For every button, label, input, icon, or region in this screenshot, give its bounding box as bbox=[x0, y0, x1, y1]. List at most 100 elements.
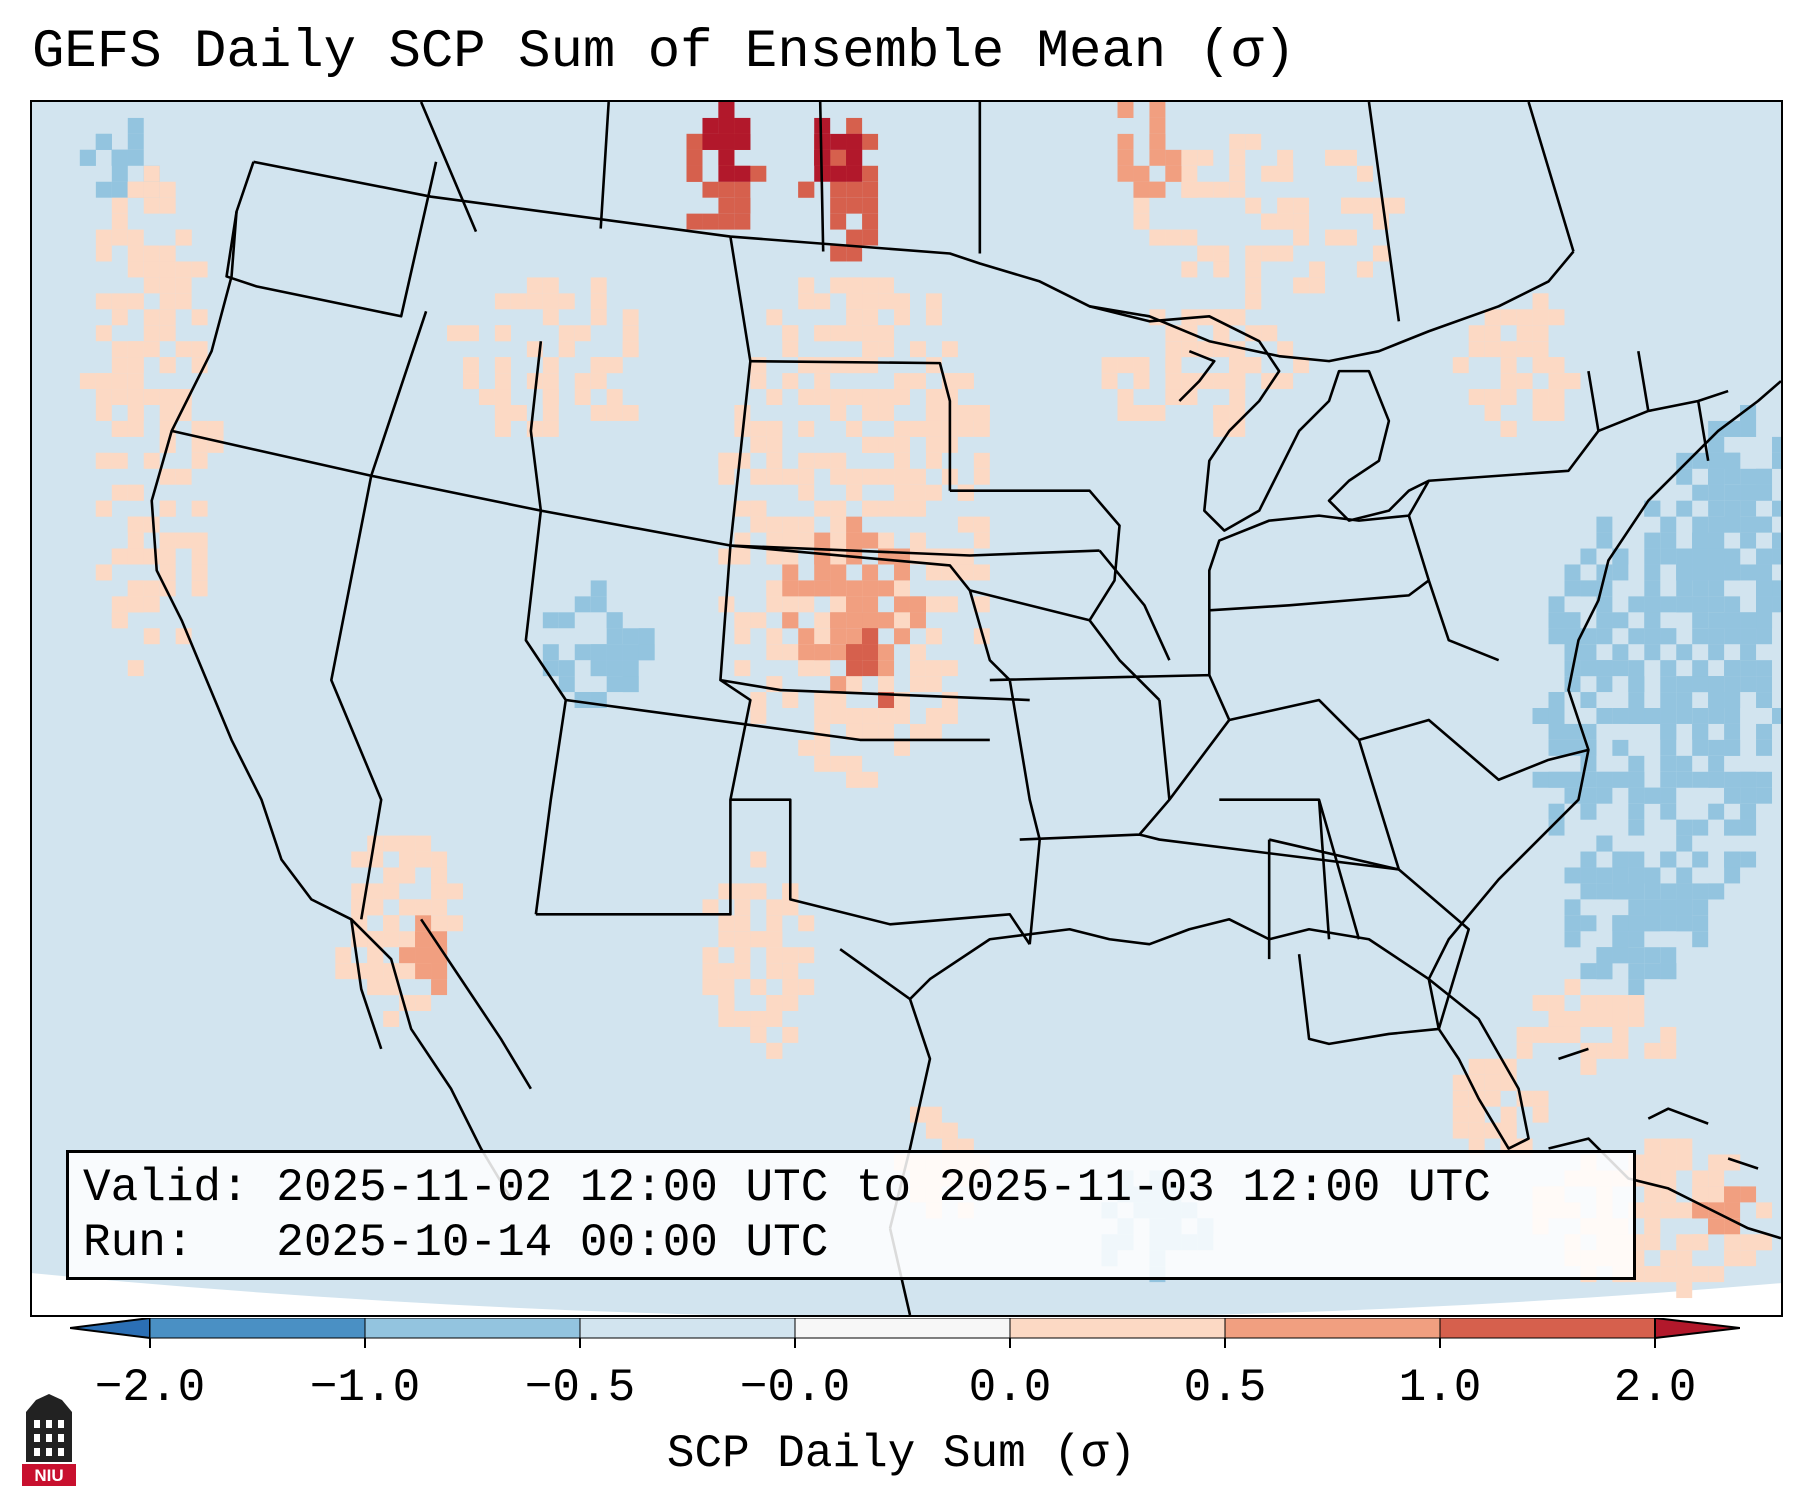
anomaly-cell bbox=[1564, 1026, 1581, 1043]
anomaly-cell bbox=[878, 277, 895, 294]
anomaly-cell bbox=[1644, 867, 1661, 884]
anomaly-cell bbox=[1500, 341, 1517, 358]
anomaly-cell bbox=[750, 373, 767, 390]
anomaly-cell bbox=[447, 883, 464, 900]
anomaly-cell bbox=[606, 405, 623, 421]
anomaly-cell bbox=[1692, 612, 1709, 629]
colorbar-bin-5 bbox=[1009, 1318, 1226, 1339]
anomaly-cell bbox=[862, 708, 879, 724]
anomaly-cell bbox=[1149, 229, 1166, 246]
anomaly-cell bbox=[766, 309, 783, 326]
anomaly-cell bbox=[415, 931, 432, 948]
anomaly-cell bbox=[431, 915, 448, 932]
anomaly-cell bbox=[734, 452, 751, 469]
anomaly-cell bbox=[542, 277, 559, 294]
anomaly-cell bbox=[734, 899, 751, 916]
anomaly-cell bbox=[798, 915, 815, 932]
anomaly-cell bbox=[1644, 947, 1661, 964]
anomaly-cell bbox=[1580, 755, 1597, 772]
anomaly-cell bbox=[909, 676, 926, 693]
anomaly-cell bbox=[431, 979, 448, 996]
anomaly-cell bbox=[798, 628, 815, 645]
anomaly-cell bbox=[1181, 149, 1198, 166]
anomaly-cell bbox=[1692, 628, 1709, 645]
anomaly-cell bbox=[111, 197, 128, 214]
anomaly-cell bbox=[1676, 548, 1693, 565]
anomaly-cell bbox=[447, 915, 464, 932]
anomaly-cell bbox=[846, 293, 863, 310]
anomaly-cell bbox=[1692, 532, 1709, 549]
anomaly-cell bbox=[1724, 723, 1741, 740]
anomaly-cell bbox=[798, 580, 815, 597]
anomaly-cell bbox=[1740, 771, 1757, 788]
anomaly-cell bbox=[1532, 405, 1549, 421]
anomaly-cell bbox=[1708, 500, 1725, 517]
anomaly-cell bbox=[1772, 548, 1781, 565]
anomaly-cell bbox=[1101, 373, 1118, 390]
anomaly-cell bbox=[750, 516, 767, 533]
anomaly-cell bbox=[846, 516, 863, 533]
anomaly-cell bbox=[1500, 373, 1517, 390]
anomaly-cell bbox=[383, 883, 400, 900]
anomaly-cell bbox=[1245, 197, 1262, 214]
anomaly-cell bbox=[862, 213, 879, 230]
anomaly-cell bbox=[1532, 293, 1549, 310]
anomaly-cell bbox=[1724, 1234, 1741, 1251]
anomaly-cell bbox=[1452, 1106, 1469, 1123]
anomaly-cell bbox=[606, 676, 623, 693]
anomaly-cell bbox=[383, 931, 400, 948]
anomaly-cell bbox=[159, 181, 176, 198]
scp-map bbox=[32, 102, 1781, 1315]
anomaly-cell bbox=[143, 181, 160, 198]
anomaly-cell bbox=[1740, 484, 1757, 501]
anomaly-cell bbox=[1756, 596, 1773, 613]
anomaly-cell bbox=[111, 309, 128, 326]
anomaly-cell bbox=[798, 596, 815, 613]
anomaly-cell bbox=[925, 1106, 942, 1123]
anomaly-cell bbox=[1101, 357, 1118, 374]
anomaly-cell bbox=[1756, 739, 1773, 756]
anomaly-cell bbox=[1133, 181, 1150, 198]
anomaly-cell bbox=[830, 596, 847, 613]
anomaly-cell bbox=[814, 452, 831, 469]
anomaly-cell bbox=[846, 596, 863, 613]
gulf-coast-line bbox=[909, 918, 1530, 1150]
anomaly-cell bbox=[862, 468, 879, 485]
anomaly-cell bbox=[159, 197, 176, 214]
anomaly-cell bbox=[830, 133, 847, 150]
anomaly-cell bbox=[1277, 341, 1294, 358]
anomaly-cell bbox=[1628, 883, 1645, 900]
anomaly-cell bbox=[814, 357, 831, 374]
anomaly-cell bbox=[766, 644, 783, 661]
anomaly-cell bbox=[1229, 165, 1246, 182]
anomaly-cell bbox=[1708, 676, 1725, 693]
anomaly-cell bbox=[542, 373, 559, 390]
anomaly-cell bbox=[1532, 1090, 1549, 1107]
anomaly-cell bbox=[862, 644, 879, 661]
anomaly-cell bbox=[782, 644, 799, 661]
anomaly-cell bbox=[1245, 293, 1262, 310]
anomaly-cell bbox=[143, 165, 160, 182]
anomaly-cell bbox=[1708, 1170, 1725, 1187]
anomaly-cell bbox=[734, 532, 751, 549]
anomaly-cell bbox=[1229, 309, 1246, 326]
anomaly-cell bbox=[526, 293, 543, 310]
anomaly-cell bbox=[702, 899, 719, 916]
anomaly-cell bbox=[718, 883, 735, 900]
anomaly-cell bbox=[1229, 389, 1246, 406]
anomaly-cell bbox=[1325, 229, 1342, 246]
anomaly-cell bbox=[1596, 708, 1613, 724]
anomaly-cell bbox=[1660, 787, 1677, 804]
anomaly-cell bbox=[1644, 899, 1661, 916]
anomaly-cell bbox=[191, 436, 208, 453]
anomaly-cell bbox=[191, 341, 208, 358]
anomaly-cell bbox=[159, 500, 176, 517]
anomaly-cell bbox=[734, 548, 751, 565]
anomaly-cell bbox=[766, 915, 783, 932]
anomaly-cell bbox=[909, 341, 926, 358]
anomaly-cell bbox=[1596, 947, 1613, 964]
anomaly-cell bbox=[782, 1026, 799, 1043]
anomaly-cell bbox=[1660, 1026, 1677, 1043]
anomaly-cell bbox=[175, 277, 192, 294]
anomaly-cell bbox=[1165, 373, 1182, 390]
